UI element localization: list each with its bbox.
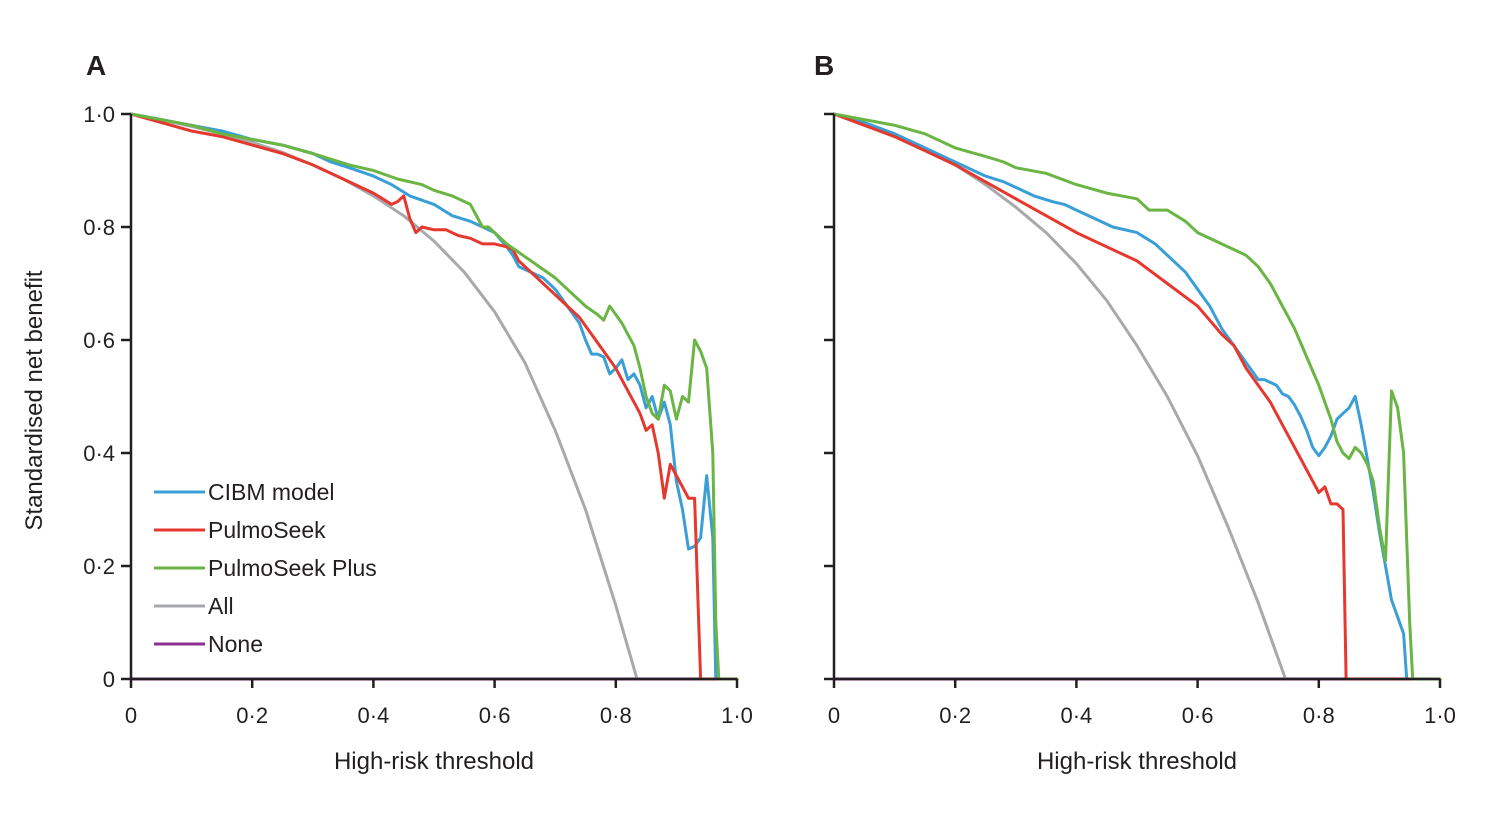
legend-item: None — [154, 631, 263, 657]
series-line-all — [832, 112, 1287, 681]
series-line-pulmoseek-plus — [832, 112, 1442, 681]
chart-panel-b: B 0 0·2 0·4 0·6 0·8 1·0 High-risk threshold — [814, 50, 1456, 775]
x-tick-label: 0 — [828, 703, 840, 728]
legend-item: CIBM model — [154, 479, 335, 505]
series-line-pulmoseek-plus — [129, 112, 739, 681]
legend-label: All — [208, 593, 234, 619]
x-tick-label: 0·4 — [1061, 703, 1093, 728]
x-tick-label: 0 — [125, 703, 137, 728]
panel-label: A — [86, 50, 106, 81]
legend-item: PulmoSeek — [154, 517, 326, 543]
x-tick-label: 0·2 — [939, 703, 971, 728]
x-tick-label: 0·2 — [236, 703, 268, 728]
series-line-pulmoseek — [832, 112, 1442, 681]
legend-label: PulmoSeek — [208, 517, 326, 543]
series-line-pulmoseek — [129, 112, 739, 681]
y-tick-label: 0 — [103, 667, 115, 692]
x-tick-label: 0·6 — [479, 703, 511, 728]
x-tick-label: 1·0 — [1424, 703, 1456, 728]
legend: CIBM model PulmoSeek PulmoSeek Plus All None — [154, 479, 377, 657]
legend-label: PulmoSeek Plus — [208, 555, 377, 581]
legend-label: None — [208, 631, 263, 657]
y-tick-label: 0·6 — [83, 328, 115, 353]
x-axis-title: High-risk threshold — [1037, 748, 1237, 775]
x-axis-title: High-risk threshold — [334, 748, 534, 775]
legend-item: All — [154, 593, 234, 619]
series-line-cibm-model — [832, 112, 1442, 681]
x-tick-label: 1·0 — [721, 703, 753, 728]
chart-panel-a: A 0 0·2 0·4 0·6 0·8 1·0 0 0·2 0·4 0·6 0·8 1·0 High-ri… — [21, 50, 753, 775]
y-tick-label: 0·2 — [83, 554, 115, 579]
x-tick-label: 0·8 — [1303, 703, 1335, 728]
legend-item: PulmoSeek Plus — [154, 555, 377, 581]
y-axis-title: Standardised net benefit — [21, 270, 48, 531]
y-tick-label: 1·0 — [83, 102, 115, 127]
series-line-cibm-model — [129, 112, 739, 681]
x-tick-label: 0·4 — [358, 703, 390, 728]
panel-label: B — [814, 50, 834, 81]
legend-label: CIBM model — [208, 479, 335, 505]
y-tick-label: 0·8 — [83, 215, 115, 240]
y-tick-label: 0·4 — [83, 441, 115, 466]
x-tick-label: 0·6 — [1182, 703, 1214, 728]
x-tick-label: 0·8 — [600, 703, 632, 728]
